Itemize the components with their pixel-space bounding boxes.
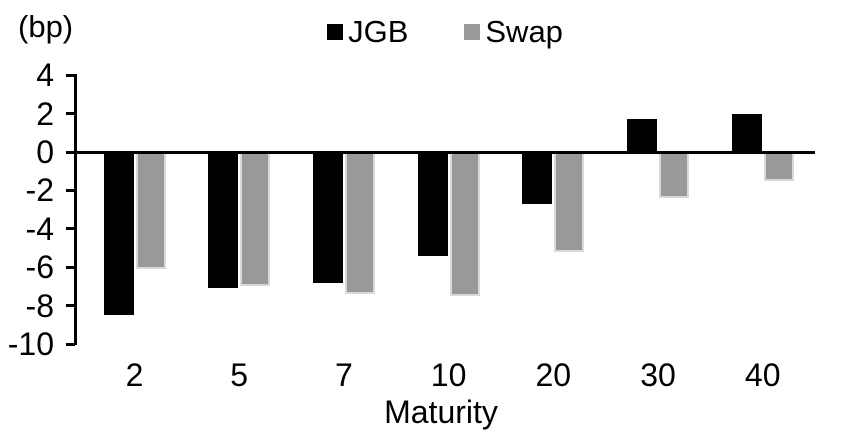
bar-jgb-40 bbox=[731, 113, 762, 152]
bar-jgb-5 bbox=[208, 152, 239, 289]
x-tick-label: 2 bbox=[125, 357, 144, 393]
legend-label-swap: Swap bbox=[485, 14, 563, 49]
x-tick-label: 40 bbox=[744, 357, 781, 393]
y-axis-unit-label: (bp) bbox=[18, 9, 74, 44]
legend-item-swap: Swap bbox=[464, 14, 563, 50]
bar-swap-20 bbox=[554, 152, 585, 252]
y-axis-tick bbox=[66, 342, 75, 346]
y-axis-tick bbox=[66, 73, 75, 77]
bar-swap-40 bbox=[763, 152, 794, 181]
x-tick-label: 10 bbox=[430, 357, 467, 393]
y-tick-label: 2 bbox=[36, 95, 54, 132]
bar-swap-2 bbox=[135, 152, 166, 270]
bar-swap-30 bbox=[659, 152, 689, 199]
bar-jgb-20 bbox=[522, 152, 553, 204]
chart-legend: JGB Swap bbox=[75, 12, 815, 52]
y-axis-tick bbox=[66, 227, 75, 231]
y-tick-label: 0 bbox=[36, 134, 54, 170]
bar-jgb-10 bbox=[417, 152, 448, 256]
y-axis-tick bbox=[66, 188, 75, 192]
y-axis-tick bbox=[66, 150, 75, 154]
y-tick-label: -4 bbox=[25, 210, 54, 247]
legend-label-jgb: JGB bbox=[348, 14, 409, 49]
legend-item-jgb: JGB bbox=[327, 14, 408, 50]
y-axis-tick bbox=[66, 112, 75, 116]
x-tick-label: 20 bbox=[535, 357, 572, 393]
y-tick-label: -6 bbox=[25, 249, 54, 286]
y-tick-label: -2 bbox=[25, 172, 54, 209]
y-axis-tick bbox=[66, 265, 75, 269]
bar-jgb-7 bbox=[312, 152, 343, 283]
y-axis-tick bbox=[66, 304, 75, 308]
bar-swap-5 bbox=[240, 152, 271, 287]
bar-jgb-2 bbox=[103, 152, 134, 316]
legend-swatch-jgb bbox=[327, 24, 344, 40]
x-tick-label: 7 bbox=[334, 357, 353, 393]
bar-swap-7 bbox=[344, 152, 375, 295]
x-tick-label: 30 bbox=[640, 357, 676, 393]
bar-swap-10 bbox=[449, 152, 480, 296]
y-axis-line bbox=[73, 73, 77, 346]
x-axis-zero-line bbox=[73, 150, 815, 154]
y-tick-label: -10 bbox=[7, 326, 54, 362]
y-tick-label: -8 bbox=[25, 287, 54, 324]
x-tick-label: 5 bbox=[230, 357, 249, 393]
y-tick-label: 4 bbox=[36, 57, 54, 94]
legend-swatch-swap bbox=[464, 24, 481, 40]
x-axis-title: Maturity bbox=[384, 394, 498, 430]
bar-jgb-30 bbox=[627, 119, 657, 152]
